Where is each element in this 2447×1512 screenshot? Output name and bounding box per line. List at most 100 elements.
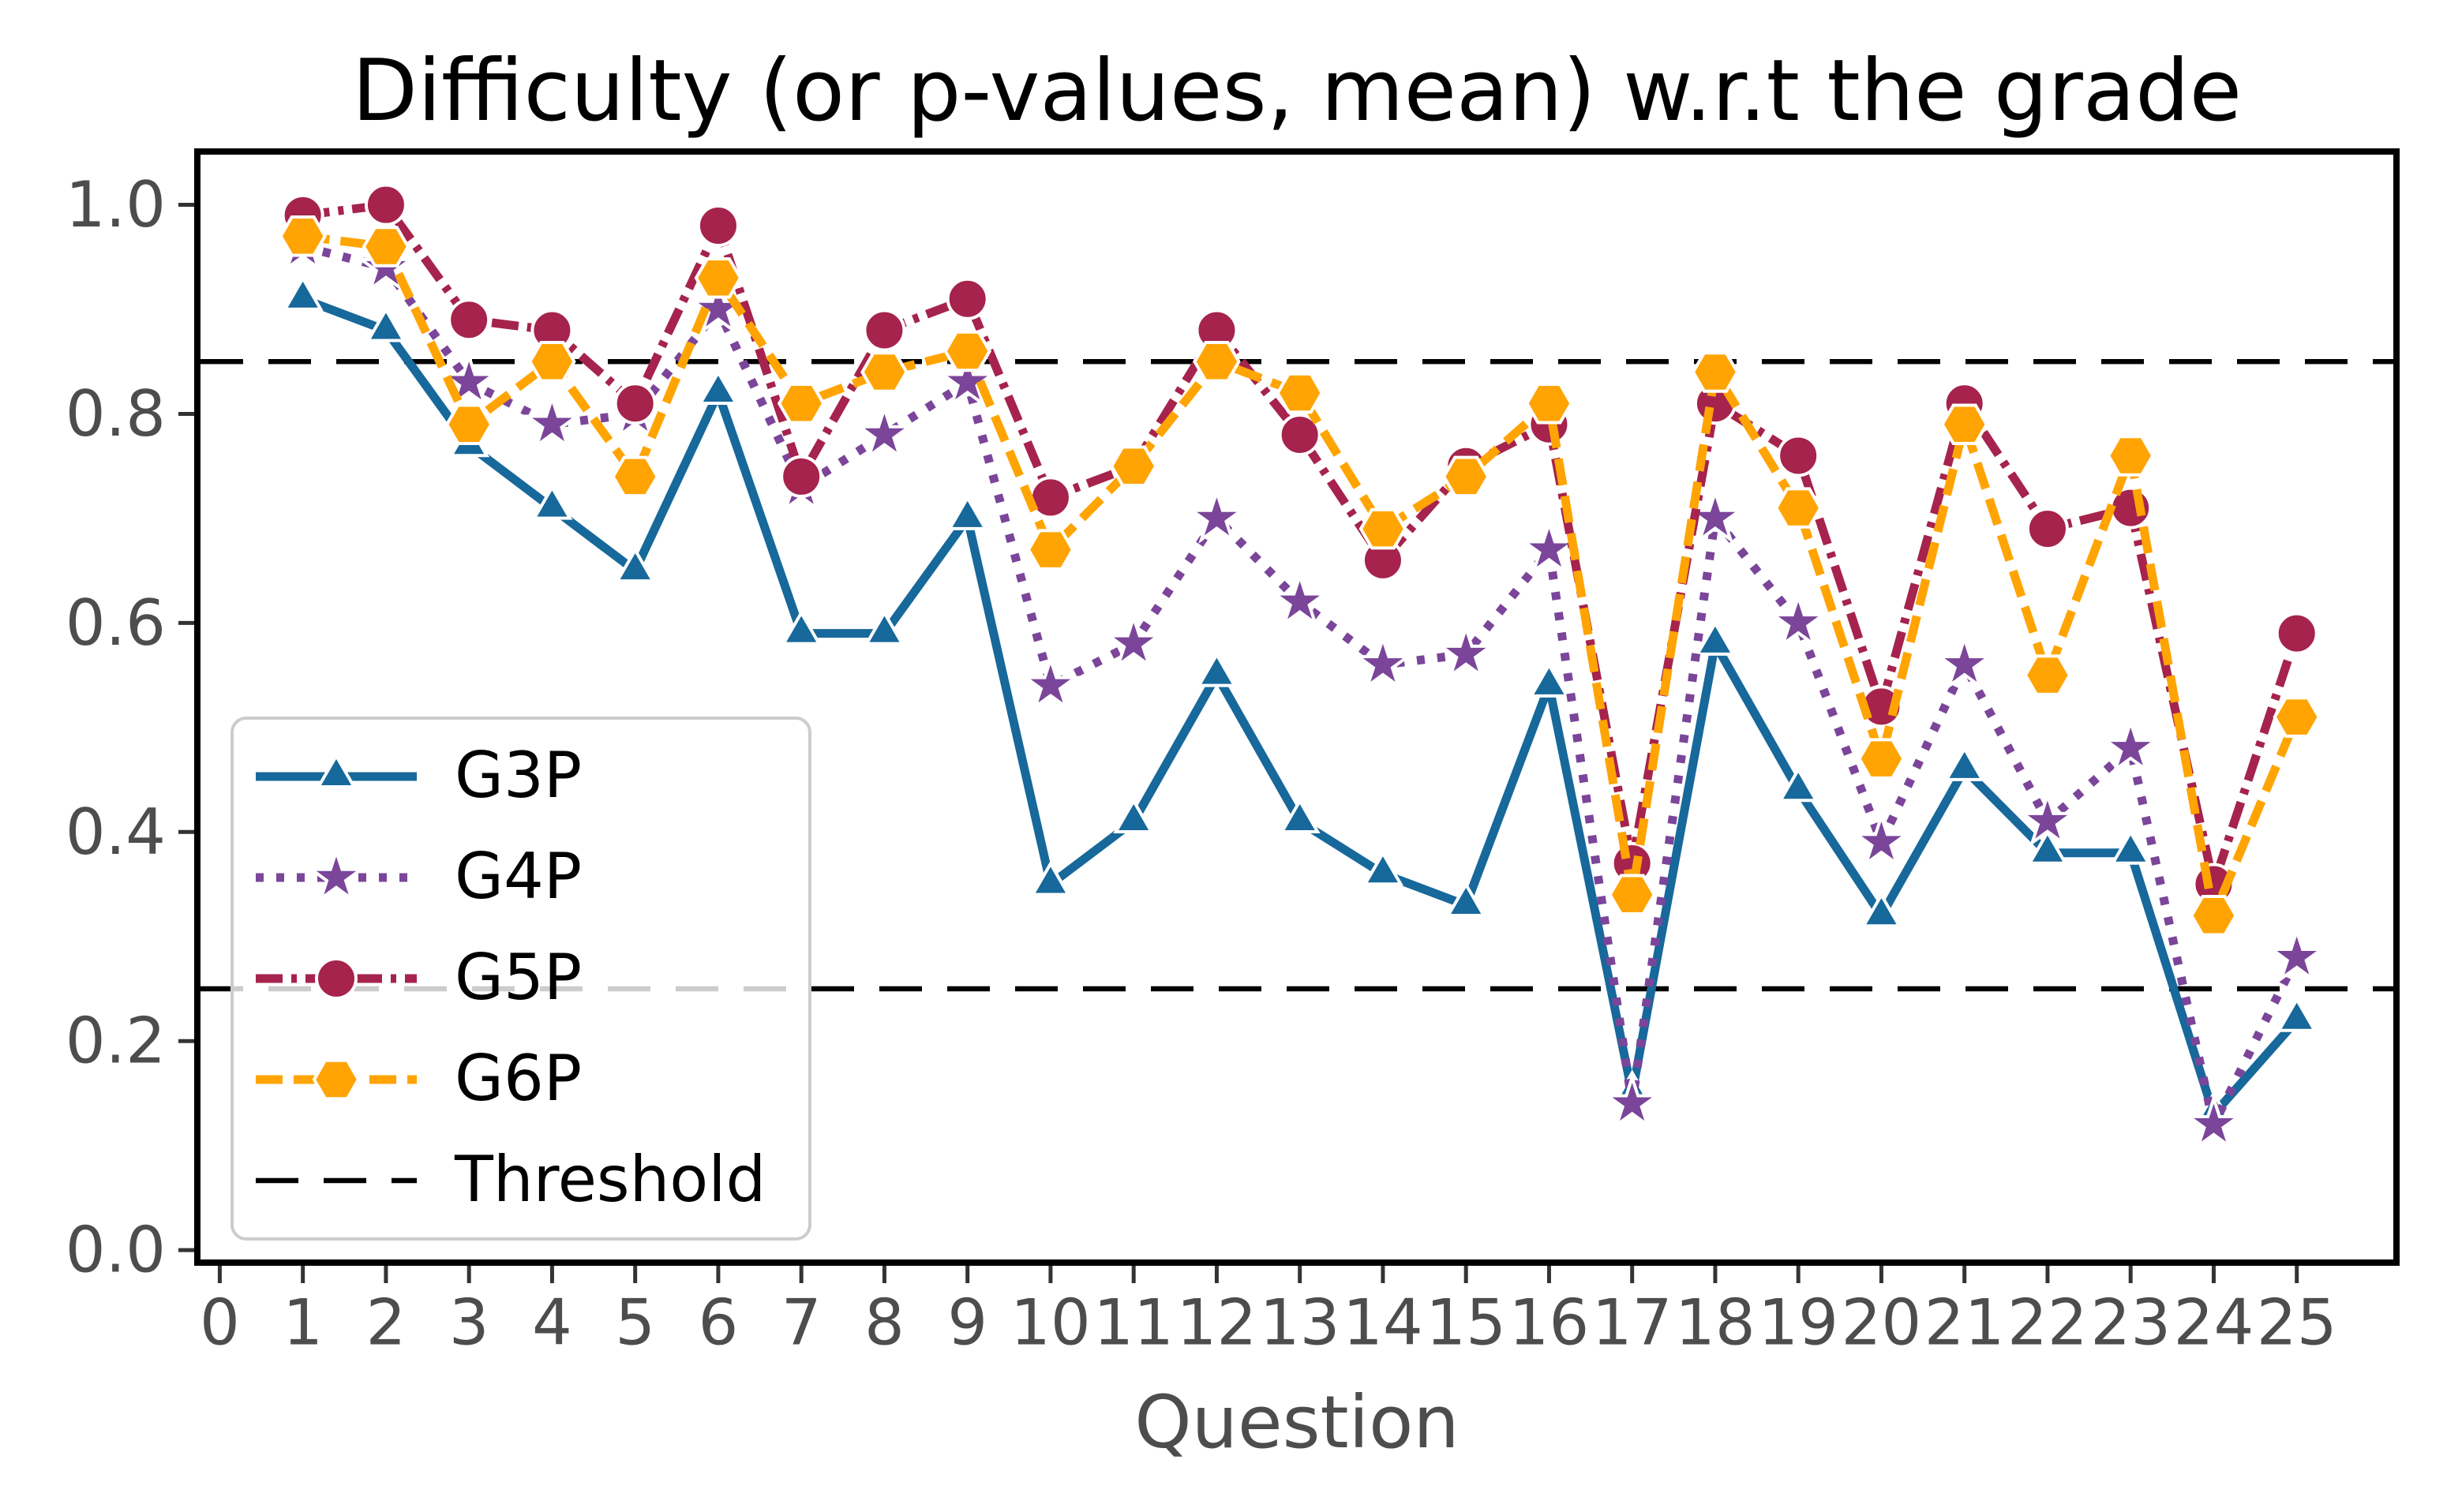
star-marker-icon — [854, 403, 914, 460]
x-tick-label: 18 — [1675, 1286, 1756, 1360]
x-tick-label: 21 — [1924, 1286, 2005, 1360]
circle-marker-icon — [1029, 476, 1072, 519]
star-marker-icon — [1519, 518, 1579, 575]
y-tick-label: 0.8 — [66, 377, 166, 451]
hexagon-marker-icon — [2273, 696, 2321, 738]
circle-marker-icon — [1278, 413, 1321, 456]
circle-marker-icon — [696, 204, 740, 248]
x-tick-label: 3 — [449, 1286, 489, 1360]
x-tick-label: 10 — [1010, 1286, 1091, 1360]
x-tick-label: 22 — [2007, 1286, 2088, 1360]
chart-title: Difficulty (or p-values, mean) w.r.t the… — [351, 41, 2243, 140]
triangle_up-marker-icon — [2110, 829, 2152, 865]
series-g6p-markers — [279, 215, 2321, 937]
hexagon-marker-icon — [1276, 372, 1324, 414]
hexagon-marker-icon — [1525, 382, 1573, 425]
y-tick-label: 0.4 — [66, 795, 166, 869]
star-marker-icon — [1768, 591, 1828, 649]
star-marker-icon — [2267, 926, 2327, 983]
star-marker-icon — [1851, 811, 1911, 868]
x-tick-label: 15 — [1426, 1286, 1506, 1360]
series-g3p-markers — [282, 275, 2318, 1126]
triangle_up-marker-icon — [2276, 996, 2318, 1032]
x-tick-label: 12 — [1177, 1286, 1257, 1360]
star-marker-icon — [306, 846, 366, 903]
hexagon-marker-icon — [2023, 654, 2072, 696]
legend: G3P G4P G5P G6P Threshold — [230, 717, 811, 1241]
legend-sample-threshold-line — [256, 1177, 417, 1184]
star-marker-icon — [2183, 1093, 2243, 1151]
triangle_up-marker-icon — [781, 609, 823, 646]
triangle_up-marker-icon — [1445, 881, 1487, 917]
triangle_up-marker-icon — [316, 753, 357, 788]
circle-marker-icon — [364, 183, 407, 226]
series-g4p — [273, 215, 2327, 1151]
legend-sample-g4p-line — [256, 846, 417, 903]
circle-marker-icon — [2025, 507, 2069, 551]
legend-label-threshold: Threshold — [455, 1144, 766, 1217]
star-marker-icon — [439, 351, 499, 408]
star-marker-icon — [2018, 790, 2078, 847]
circle-marker-icon — [780, 455, 823, 498]
legend-item-g5p: G5P — [253, 930, 808, 1027]
x-tick-label: 11 — [1093, 1286, 1174, 1360]
axes-frame — [194, 148, 2400, 1266]
legend-label-g5p: G5P — [455, 942, 583, 1015]
hexagon-marker-icon — [694, 257, 743, 299]
hexagon-marker-icon — [528, 340, 576, 383]
y-axis-ticks: 0.0 0.2 0.4 0.6 0.8 1.0 — [66, 168, 194, 1287]
circle-marker-icon — [2275, 612, 2318, 655]
star-marker-icon — [1104, 612, 1164, 669]
hexagon-marker-icon — [1026, 529, 1075, 571]
y-tick-label: 1.0 — [66, 168, 166, 241]
x-tick-label: 0 — [200, 1286, 240, 1360]
x-tick-label: 5 — [615, 1286, 655, 1360]
star-marker-icon — [1602, 1072, 1662, 1129]
hexagon-marker-icon — [1940, 403, 1989, 445]
hexagon-marker-icon — [1857, 738, 1906, 780]
x-tick-label: 23 — [2090, 1286, 2171, 1360]
hexagon-marker-icon — [1109, 445, 1158, 487]
triangle_up-marker-icon — [1861, 892, 1902, 928]
x-tick-label: 9 — [947, 1286, 987, 1360]
x-tick-label: 19 — [1758, 1286, 1838, 1360]
hexagon-marker-icon — [444, 403, 493, 445]
hexagon-marker-icon — [362, 226, 410, 268]
hexagon-marker-icon — [1608, 874, 1656, 915]
star-marker-icon — [2100, 717, 2160, 774]
x-tick-label: 25 — [2257, 1286, 2337, 1360]
hexagon-marker-icon — [943, 330, 991, 372]
triangle_up-marker-icon — [1279, 798, 1321, 834]
x-tick-label: 20 — [1842, 1286, 1922, 1360]
x-tick-label: 7 — [781, 1286, 822, 1360]
triangle_up-marker-icon — [1029, 860, 1071, 896]
x-tick-label: 13 — [1260, 1286, 1340, 1360]
x-tick-label: 6 — [698, 1286, 738, 1360]
hexagon-marker-icon — [2190, 895, 2238, 937]
legend-label-g4p: G4P — [455, 841, 583, 914]
x-tick-label: 16 — [1509, 1286, 1590, 1360]
triangle_up-marker-icon — [1778, 766, 1819, 803]
hexagon-marker-icon — [1441, 455, 1490, 498]
x-tick-label: 17 — [1592, 1286, 1673, 1360]
legend-item-g4p: G4P — [253, 829, 808, 926]
series-g4p-markers — [273, 215, 2327, 1151]
x-tick-label: 8 — [864, 1286, 905, 1360]
legend-label-g6p: G6P — [455, 1043, 583, 1116]
hexagon-marker-icon — [312, 1058, 361, 1101]
triangle_up-marker-icon — [2026, 829, 2068, 865]
star-marker-icon — [1186, 487, 1246, 544]
y-tick-label: 0.2 — [66, 1005, 166, 1078]
triangle_up-marker-icon — [614, 547, 656, 583]
x-tick-label: 2 — [365, 1286, 406, 1360]
hexagon-marker-icon — [279, 215, 327, 257]
triangle_up-marker-icon — [1694, 619, 1736, 656]
star-marker-icon — [1353, 633, 1413, 691]
triangle_up-marker-icon — [946, 494, 988, 530]
hexagon-marker-icon — [611, 455, 659, 498]
star-marker-icon — [1021, 654, 1081, 711]
triangle_up-marker-icon — [365, 306, 407, 342]
circle-marker-icon — [1777, 434, 1820, 477]
legend-sample-g6p-line — [256, 1058, 417, 1101]
